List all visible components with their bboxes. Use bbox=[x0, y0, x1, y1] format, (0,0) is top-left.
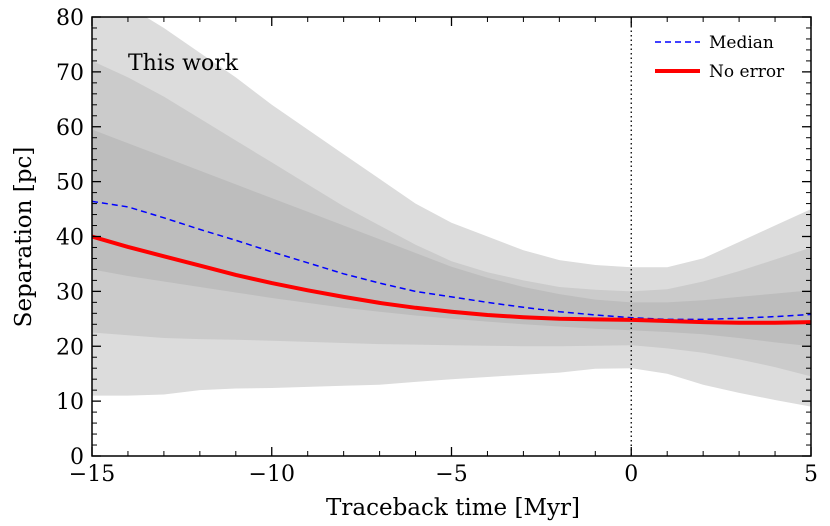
x-tick-label: −15 bbox=[69, 462, 115, 487]
series-lines bbox=[92, 200, 811, 325]
y-axis-label: Separation [pc] bbox=[11, 147, 37, 328]
legend-no-error-label: No error bbox=[709, 62, 785, 82]
series-line-no-error bbox=[92, 234, 811, 325]
x-axis-label: Traceback time [Myr] bbox=[326, 495, 580, 521]
x-tick-label: 5 bbox=[804, 462, 818, 487]
y-tick-label: 10 bbox=[56, 390, 84, 415]
y-tick-label: 0 bbox=[70, 445, 84, 470]
plot-frame bbox=[91, 16, 812, 457]
annotation-text: This work bbox=[128, 51, 239, 76]
y-tick-label: 80 bbox=[56, 6, 84, 31]
x-tick-label: −10 bbox=[249, 462, 295, 487]
x-tick-label: 0 bbox=[624, 462, 638, 487]
confidence-bands bbox=[92, 17, 811, 407]
y-tick-label: 50 bbox=[56, 171, 84, 196]
y-tick-label: 40 bbox=[56, 226, 84, 251]
y-tick-label: 60 bbox=[56, 116, 84, 141]
legend: Median No error bbox=[655, 33, 785, 82]
series-line-median bbox=[92, 200, 811, 321]
band-inner bbox=[92, 129, 811, 347]
y-tick-label: 70 bbox=[56, 61, 84, 86]
y-tick-label: 20 bbox=[56, 335, 84, 360]
y-tick-label: 30 bbox=[56, 280, 84, 305]
x-tick-label: −5 bbox=[435, 462, 467, 487]
legend-median-label: Median bbox=[709, 33, 774, 53]
